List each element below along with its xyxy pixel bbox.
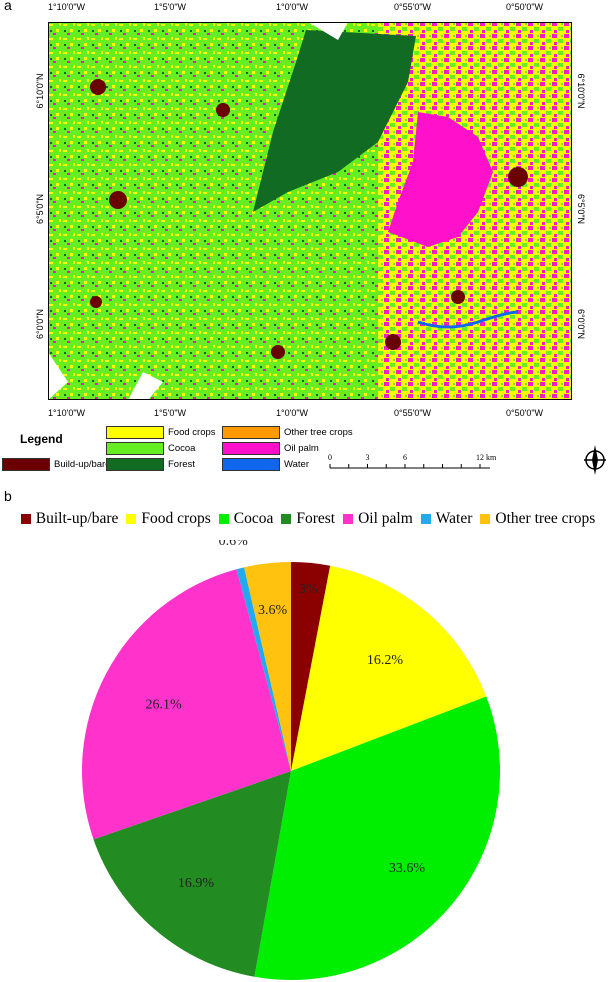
pie-slice	[254, 696, 500, 980]
map-legend-label: Oil palm	[284, 443, 319, 454]
pie-legend-swatch	[480, 514, 491, 524]
pie-slice-label: 3%	[299, 582, 318, 597]
map-bottom-tick-label: 1°5'0"W	[154, 408, 187, 418]
map-legend-swatch	[2, 458, 50, 471]
pie-legend-label: Oil palm	[358, 510, 413, 527]
map-legend-item: Cocoa	[106, 442, 195, 455]
pie-slice	[82, 569, 291, 840]
map-legend-swatch	[106, 458, 164, 471]
map-top-tick-label: 1°5'0"W	[154, 2, 187, 12]
scale-bar-label: 0	[328, 453, 332, 462]
map-legend-label: Cocoa	[168, 443, 196, 454]
map-right-tick-label: 6°0'0"N	[576, 308, 586, 340]
pie-legend-swatch	[343, 514, 354, 524]
map-legend-swatch	[106, 426, 164, 439]
north-arrow-icon	[584, 445, 606, 475]
pie-slice	[291, 565, 487, 771]
map-legend-label: Build-up/bare	[54, 459, 111, 470]
map-legend-label: Forest	[168, 459, 195, 470]
pie-slice-label: 3.6%	[258, 603, 288, 618]
land-cover-map	[48, 22, 572, 400]
pie-legend-item: Other tree crops	[480, 510, 595, 528]
pie-slice-label: 0.6%	[219, 540, 249, 549]
pie-slice	[291, 562, 331, 771]
pie-legend-label: Cocoa	[233, 510, 274, 527]
map-top-tick-label: 0°50'0"W	[506, 2, 544, 12]
land-cover-pie-chart: 3% 16.2% 33.6% 16.9% 26.1% 0.6% 3.6%	[82, 540, 500, 980]
forest-reserve-area	[253, 30, 416, 212]
pie-legend-label: Forest	[296, 510, 336, 527]
pie-legend-item: Oil palm	[343, 510, 413, 528]
scale-bar: 0 3 6 12 km	[328, 453, 497, 469]
map-bottom-tick-label: 0°55'0"W	[394, 408, 432, 418]
pie-legend-item: Forest	[281, 510, 335, 528]
map-bottom-tick-label: 1°0'0"W	[276, 408, 309, 418]
pie-legend-label: Other tree crops	[495, 510, 596, 527]
pie-slice	[244, 562, 291, 771]
panel-label-b: b	[4, 488, 12, 504]
map-legend-item: Oil palm	[222, 442, 319, 455]
pie-slice-label: 33.6%	[389, 861, 426, 876]
map-legend-swatch	[222, 442, 280, 455]
pie-legend-label: Food crops	[141, 510, 211, 527]
map-legend-swatch	[222, 426, 280, 439]
pie-slice	[236, 567, 291, 771]
panel-label-a: a	[4, 0, 12, 13]
scale-bar-unit: km	[486, 453, 497, 462]
map-bottom-tick-label: 0°50'0"W	[506, 408, 544, 418]
map-legend-swatch	[222, 458, 280, 471]
pie-slice-label: 16.2%	[367, 653, 404, 668]
pie-slice	[93, 771, 292, 977]
pie-legend-item: Built-up/bare	[20, 510, 119, 528]
pie-legend-item: Food crops	[126, 510, 211, 528]
map-legend-item: Build-up/bare	[2, 458, 111, 471]
map-legend-label: Food crops	[168, 427, 216, 438]
map-legend-item: Other tree crops	[222, 426, 353, 439]
map-right-tick-label: 6°5'0"N	[576, 193, 586, 225]
map-legend-label: Water	[284, 459, 309, 470]
pie-legend-label: Water	[435, 510, 473, 527]
scale-bar-label: 12	[476, 453, 484, 462]
map-legend-item: Forest	[106, 458, 195, 471]
map-legend-swatch	[106, 442, 164, 455]
pie-legend-label: Built-up/bare	[35, 510, 119, 527]
pie-slice-label: 16.9%	[178, 876, 215, 891]
pie-legend-swatch	[218, 514, 229, 524]
pie-legend-swatch	[420, 514, 431, 524]
pie-legend-swatch	[126, 514, 137, 524]
scale-bar-label: 6	[403, 453, 407, 462]
map-left-tick-label: 6°10'0"N	[35, 73, 45, 109]
map-top-tick-label: 1°0'0"W	[276, 2, 309, 12]
oil-palm-plantation-area	[388, 112, 493, 247]
map-left-tick-label: 6°0'0"N	[35, 308, 45, 340]
pie-legend: Built-up/bare Food crops Cocoa Forest Oil pa…	[0, 510, 616, 528]
map-legend-item: Food crops	[106, 426, 216, 439]
map-left-tick-label: 6°5'0"N	[35, 193, 45, 225]
map-bottom-tick-label: 1°10'0"W	[48, 408, 86, 418]
pie-slice-label: 26.1%	[145, 698, 182, 713]
scale-bar-label: 3	[366, 453, 370, 462]
legend-title: Legend	[20, 432, 63, 446]
pie-legend-swatch	[281, 514, 292, 524]
map-right-tick-label: 6°10'0"N	[576, 73, 586, 109]
pie-legend-item: Cocoa	[218, 510, 274, 528]
map-legend-label: Other tree crops	[284, 427, 353, 438]
map-top-tick-label: 1°10'0"W	[48, 2, 86, 12]
pie-legend-item: Water	[420, 510, 473, 528]
pie-legend-swatch	[20, 514, 31, 524]
map-top-tick-label: 0°55'0"W	[394, 2, 432, 12]
map-legend-item: Water	[222, 458, 309, 471]
